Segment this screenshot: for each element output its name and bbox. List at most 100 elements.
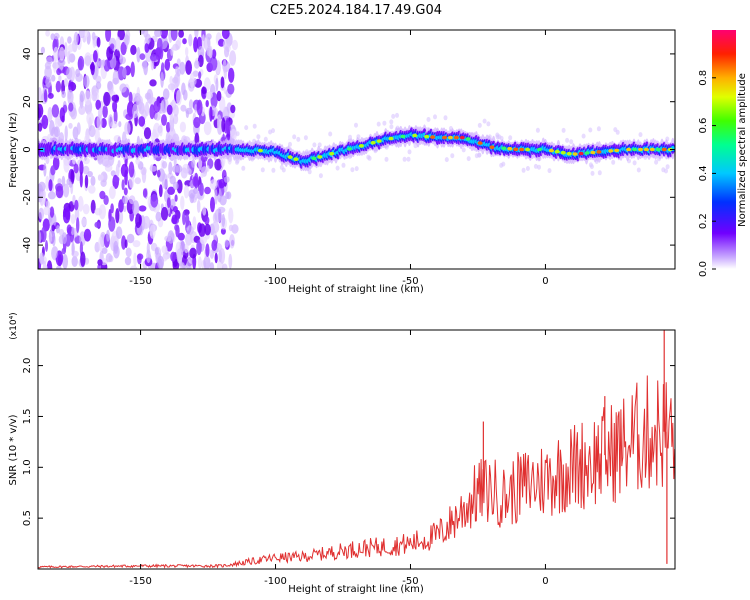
heatmap-cell (110, 170, 116, 177)
heatmap-cell (241, 165, 246, 171)
y-tick-label: 2.0 (22, 358, 33, 374)
heatmap-cell (132, 103, 139, 119)
heatmap-cell (73, 31, 79, 46)
heatmap-cell (271, 167, 276, 173)
heatmap-cell (143, 127, 152, 140)
heatmap-cell (219, 248, 226, 264)
heatmap-cell (105, 253, 113, 263)
heatmap-cell (42, 264, 48, 269)
heatmap-cell (547, 168, 552, 174)
heatmap-cell (47, 92, 54, 99)
heatmap-cell (68, 122, 73, 129)
heatmap-cell (461, 147, 466, 153)
heatmap-cell (588, 162, 593, 168)
heatmap-cell (176, 179, 183, 194)
heatmap-cell (311, 156, 317, 161)
heatmap-cell (108, 216, 116, 232)
heatmap-cell (172, 181, 179, 190)
heatmap-cell (82, 203, 90, 215)
heatmap-cell (402, 156, 407, 162)
heatmap-cell (144, 101, 150, 117)
spectrogram-y-ticks: -40 -20 0 20 40 (22, 48, 675, 253)
heatmap-cell (533, 163, 538, 169)
heatmap-cell (124, 239, 128, 249)
heatmap-cell (155, 47, 162, 61)
heatmap-cell (450, 153, 455, 159)
heatmap-cell (164, 58, 171, 71)
heatmap-cell (125, 247, 132, 258)
heatmap-cell (149, 79, 157, 87)
heatmap-cell (566, 151, 572, 156)
heatmap-cell (167, 186, 176, 195)
heatmap-cell (220, 227, 226, 235)
heatmap-cell (219, 96, 226, 113)
heatmap-cell (335, 165, 340, 171)
heatmap-cell (228, 207, 234, 224)
heatmap-cell (64, 125, 68, 141)
heatmap-cell (79, 90, 85, 103)
heatmap-cell (554, 149, 560, 154)
heatmap-cell (69, 66, 76, 82)
heatmap-cell (561, 127, 566, 133)
heatmap-cell (221, 117, 226, 133)
heatmap-cell (193, 36, 198, 53)
heatmap-cell (287, 155, 293, 159)
heatmap-cell (507, 146, 513, 151)
spectrogram-x-ticks: -150 -100 -50 0 (129, 30, 549, 287)
heatmap-cell (665, 164, 670, 170)
heatmap-cell (198, 223, 206, 238)
heatmap-cell (400, 134, 406, 139)
heatmap-cell (350, 167, 355, 173)
heatmap-cell (161, 99, 167, 114)
heatmap-cell (179, 121, 186, 133)
heatmap-cell (142, 188, 148, 198)
heatmap-cell (103, 91, 111, 107)
colorbar-gradient (712, 30, 736, 269)
heatmap-cell (192, 70, 199, 77)
heatmap-cell (74, 199, 79, 211)
snr-ylabel: SNR (10 * v/v) (8, 414, 19, 485)
heatmap-cell (70, 226, 75, 236)
heatmap-cell (161, 114, 167, 126)
heatmap-cell (231, 224, 239, 234)
heatmap-cell (45, 200, 50, 209)
heatmap-cell (106, 229, 110, 242)
heatmap-cell (67, 44, 74, 53)
heatmap-cell (113, 240, 119, 254)
heatmap-cell (95, 75, 102, 84)
heatmap-cell (358, 144, 364, 148)
heatmap-cell (192, 187, 199, 194)
heatmap-cell (581, 133, 586, 139)
heatmap-cell (111, 94, 119, 102)
heatmap-cell (226, 37, 233, 45)
heatmap-cell (115, 36, 121, 51)
heatmap-cell (482, 118, 487, 124)
colorbar: 0.0 0.2 0.4 0.6 0.8 Normalized spectral ampl… (698, 30, 748, 277)
heatmap-cell (149, 104, 155, 120)
heatmap-cell (465, 137, 471, 141)
heatmap-cell (486, 121, 491, 127)
heatmap-cell (209, 106, 213, 122)
heatmap-cell (174, 194, 178, 202)
heatmap-cell (430, 135, 436, 139)
heatmap-cell (228, 253, 233, 269)
heatmap-cell (252, 123, 257, 129)
heatmap-cell (196, 239, 202, 256)
spectrogram-xlabel: Height of straight line (km) (288, 284, 424, 295)
heatmap-cell (176, 89, 182, 106)
heatmap-cell (173, 74, 179, 90)
heatmap-cell (191, 159, 196, 168)
heatmap-cell (38, 229, 42, 245)
heatmap-cell (41, 226, 47, 243)
x-tick-label: -150 (129, 576, 152, 587)
heatmap-cell (664, 168, 668, 174)
heatmap-cell (61, 247, 66, 255)
heatmap-cell (180, 195, 185, 210)
heatmap-cell (84, 174, 89, 189)
heatmap-cell (93, 50, 98, 63)
heatmap-cell (224, 239, 229, 248)
heatmap-cell (51, 104, 60, 118)
figure-title: C2E5.2024.184.17.49.G04 (270, 3, 442, 18)
heatmap-cell (90, 175, 96, 187)
heatmap-cell (638, 147, 643, 152)
